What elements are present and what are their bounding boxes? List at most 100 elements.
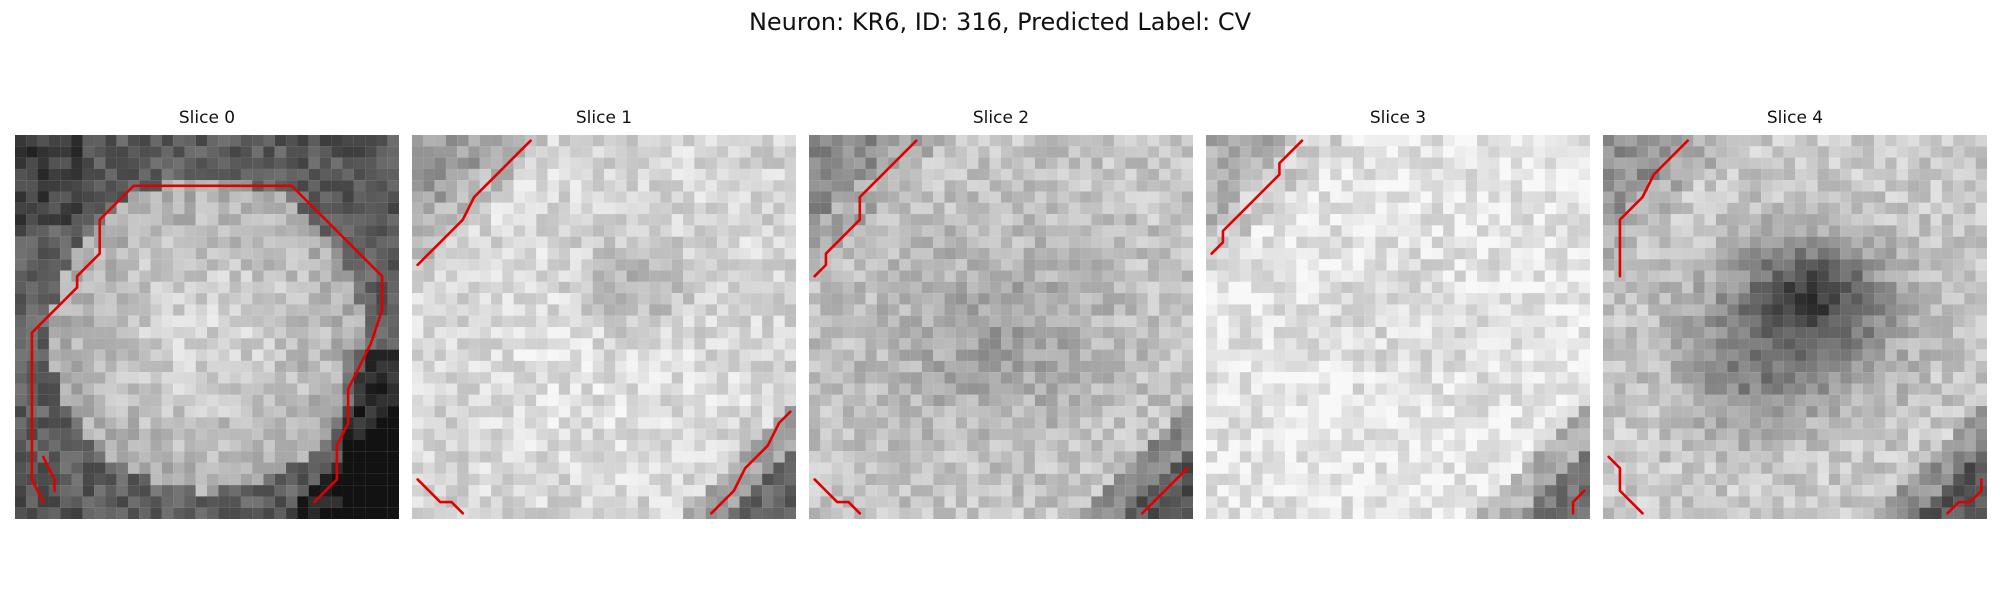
slice-pixel	[173, 259, 185, 271]
slice-pixel	[592, 473, 605, 486]
slice-pixel	[739, 383, 751, 395]
slice-pixel	[1510, 417, 1523, 429]
slice-pixel	[1068, 214, 1081, 226]
slice-pixel	[48, 191, 61, 203]
slice-pixel	[1001, 451, 1013, 463]
slice-pixel	[1670, 247, 1683, 260]
slice-pixel	[387, 315, 399, 328]
slice-pixel	[762, 168, 774, 181]
slice-pixel	[1556, 462, 1568, 474]
slice-pixel	[319, 372, 332, 384]
slice-pixel	[1262, 259, 1274, 271]
slice-pixel	[831, 428, 843, 441]
slice-pixel	[944, 247, 956, 260]
slice-pixel	[967, 507, 979, 519]
slice-pixel	[809, 462, 821, 474]
slice-pixel	[955, 439, 968, 452]
slice-pixel	[286, 417, 298, 429]
slice-pixel	[967, 247, 979, 260]
slice-pixel	[1364, 247, 1376, 260]
slice-pixel	[1034, 428, 1047, 441]
slice-pixel	[1443, 383, 1455, 395]
slice-pixel	[1488, 259, 1500, 271]
slice-pixel	[1206, 451, 1218, 463]
slice-pixel	[694, 485, 706, 497]
slice-pixel	[1023, 225, 1035, 237]
slice-pixel	[331, 349, 343, 361]
slice-pixel	[207, 214, 219, 226]
slice-pixel	[1147, 247, 1160, 260]
slice-pixel	[1636, 202, 1649, 215]
slice-pixel	[1217, 451, 1229, 463]
slice-pixel	[888, 394, 900, 407]
slice-pixel	[831, 451, 843, 463]
slice-pixel	[342, 327, 354, 339]
slice-pixel	[989, 259, 1002, 271]
slice-pixel	[1556, 191, 1568, 203]
slice-pixel	[1556, 394, 1568, 407]
slice-pixel	[978, 439, 990, 452]
slice-pixel	[1341, 214, 1353, 226]
slice-pixel	[15, 315, 27, 328]
slice-pixel	[468, 236, 480, 249]
slice-pixel	[1386, 202, 1399, 215]
slice-pixel	[297, 247, 309, 260]
slice-pixel	[1727, 236, 1739, 249]
slice-pixel	[1352, 451, 1365, 463]
slice-pixel	[671, 202, 684, 215]
slice-pixel	[978, 417, 990, 429]
slice-pixel	[1228, 135, 1240, 147]
slice-pixel	[683, 496, 695, 508]
slice-pixel	[955, 146, 968, 158]
slice-pixel	[1454, 259, 1466, 271]
slice-pixel	[1544, 417, 1557, 429]
slice-pixel	[37, 439, 49, 452]
slice-pixel	[26, 259, 38, 271]
slice-pixel	[240, 428, 253, 441]
slice-pixel	[1375, 180, 1387, 192]
slice-pixel	[423, 417, 435, 429]
slice-pixel	[604, 338, 616, 350]
slice-pixel	[1386, 485, 1399, 497]
slice-pixel	[739, 496, 751, 508]
slice-pixel	[1420, 247, 1432, 260]
slice-pixel	[1023, 496, 1035, 508]
slice-pixel	[82, 157, 95, 169]
slice-pixel	[116, 180, 129, 192]
slice-pixel	[1488, 360, 1500, 373]
slice-pixel	[297, 304, 309, 316]
slice-pixel	[479, 236, 492, 249]
slice-pixel	[184, 473, 196, 486]
slice-pixel	[1364, 327, 1376, 339]
slice-pixel	[48, 281, 61, 294]
slice-pixel	[1023, 417, 1035, 429]
slice-pixel	[524, 202, 537, 215]
slice-pixel	[286, 247, 298, 260]
slice-pixel	[1499, 406, 1512, 418]
slice-pixel	[1454, 202, 1466, 215]
slice-pixel	[387, 281, 399, 294]
slice-pixel	[1181, 428, 1193, 441]
slice-pixel	[1522, 394, 1534, 407]
slice-pixel	[1454, 451, 1466, 463]
slice-pixel	[1001, 327, 1013, 339]
slice-pixel	[1341, 439, 1353, 452]
slice-pixel	[513, 304, 526, 316]
slice-pixel	[1488, 270, 1500, 282]
slice-pixel	[105, 349, 117, 361]
slice-pixel	[161, 451, 174, 463]
slice-pixel	[683, 180, 695, 192]
slice-pixel	[376, 315, 388, 328]
slice-pixel	[150, 406, 162, 418]
slice-pixel	[184, 349, 196, 361]
slice-pixel	[445, 338, 458, 350]
slice-pixel	[1431, 439, 1444, 452]
slice-pixel	[1783, 168, 1796, 181]
slice-pixel	[933, 225, 945, 237]
slice-pixel	[105, 394, 117, 407]
slice-pixel	[1296, 462, 1308, 474]
slice-pixel	[15, 247, 27, 260]
slice-pixel	[1578, 507, 1590, 519]
slice-pixel	[694, 315, 706, 328]
slice-pixel	[1533, 349, 1545, 361]
